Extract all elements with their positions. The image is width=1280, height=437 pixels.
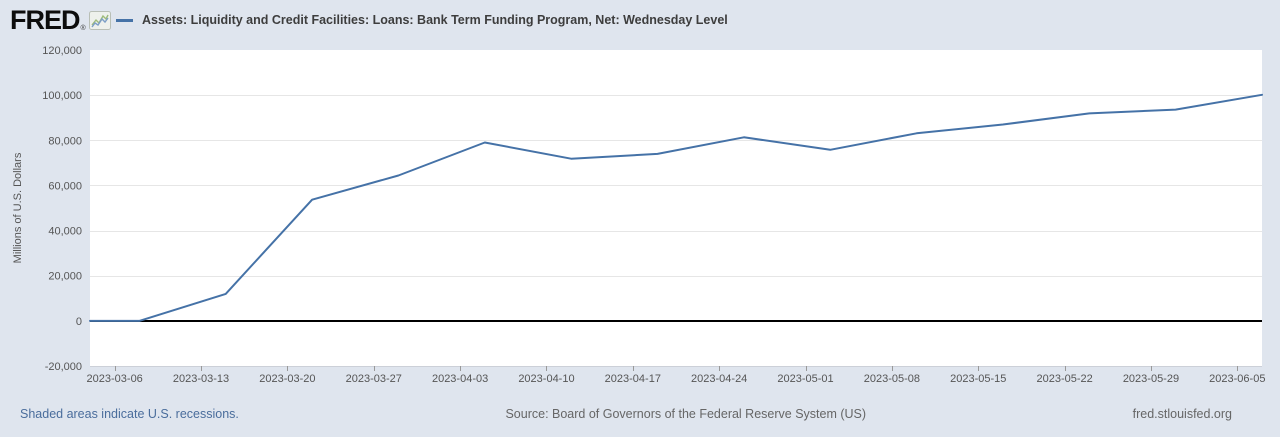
footer: Shaded areas indicate U.S. recessions. S… [20, 404, 1232, 424]
y-tick-label: 40,000 [48, 226, 82, 238]
x-tick-label: 2023-04-03 [432, 373, 488, 385]
series-legend: Assets: Liquidity and Credit Facilities:… [116, 0, 728, 40]
x-tick-label: 2023-03-13 [173, 373, 229, 385]
recessions-link[interactable]: Shaded areas indicate U.S. recessions. [20, 407, 239, 421]
x-tick-label: 2023-04-10 [518, 373, 574, 385]
y-tick-label: 100,000 [42, 90, 82, 102]
header: FRED ® Assets: Liquidity and Credit Faci… [0, 0, 1280, 40]
x-tick-label: 2023-05-08 [864, 373, 920, 385]
x-tick-label: 2023-06-05 [1209, 373, 1265, 385]
fred-logo-chart-icon [88, 10, 111, 30]
registered-trademark: ® [80, 25, 86, 32]
source-text: Source: Board of Governors of the Federa… [505, 407, 867, 421]
plot-area [90, 50, 1262, 366]
x-tick-label: 2023-05-29 [1123, 373, 1179, 385]
series-legend-label: Assets: Liquidity and Credit Facilities:… [142, 13, 728, 27]
x-tick-label: 2023-04-24 [691, 373, 747, 385]
y-tick-label: 80,000 [48, 135, 82, 147]
fred-logo-text: FRED [10, 5, 80, 35]
y-tick-label: 0 [76, 316, 82, 328]
y-axis-title: Millions of U.S. Dollars [12, 152, 24, 264]
x-tick-label: 2023-04-17 [605, 373, 661, 385]
x-tick-label: 2023-05-15 [950, 373, 1006, 385]
legend-line-icon [116, 18, 133, 22]
fred-logo[interactable]: FRED ® [10, 3, 111, 37]
site-link[interactable]: fred.stlouisfed.org [1132, 407, 1232, 421]
x-tick-label: 2023-05-01 [777, 373, 833, 385]
series-line [89, 93, 1263, 322]
y-tick-label: 60,000 [48, 180, 82, 192]
x-tick-label: 2023-03-06 [87, 373, 143, 385]
x-tick-label: 2023-03-27 [346, 373, 402, 385]
y-tick-label: -20,000 [45, 361, 82, 373]
y-tick-label: 120,000 [42, 45, 82, 57]
x-tick-label: 2023-03-20 [259, 373, 315, 385]
x-tick-label: 2023-05-22 [1036, 373, 1092, 385]
y-tick-label: 20,000 [48, 271, 82, 283]
